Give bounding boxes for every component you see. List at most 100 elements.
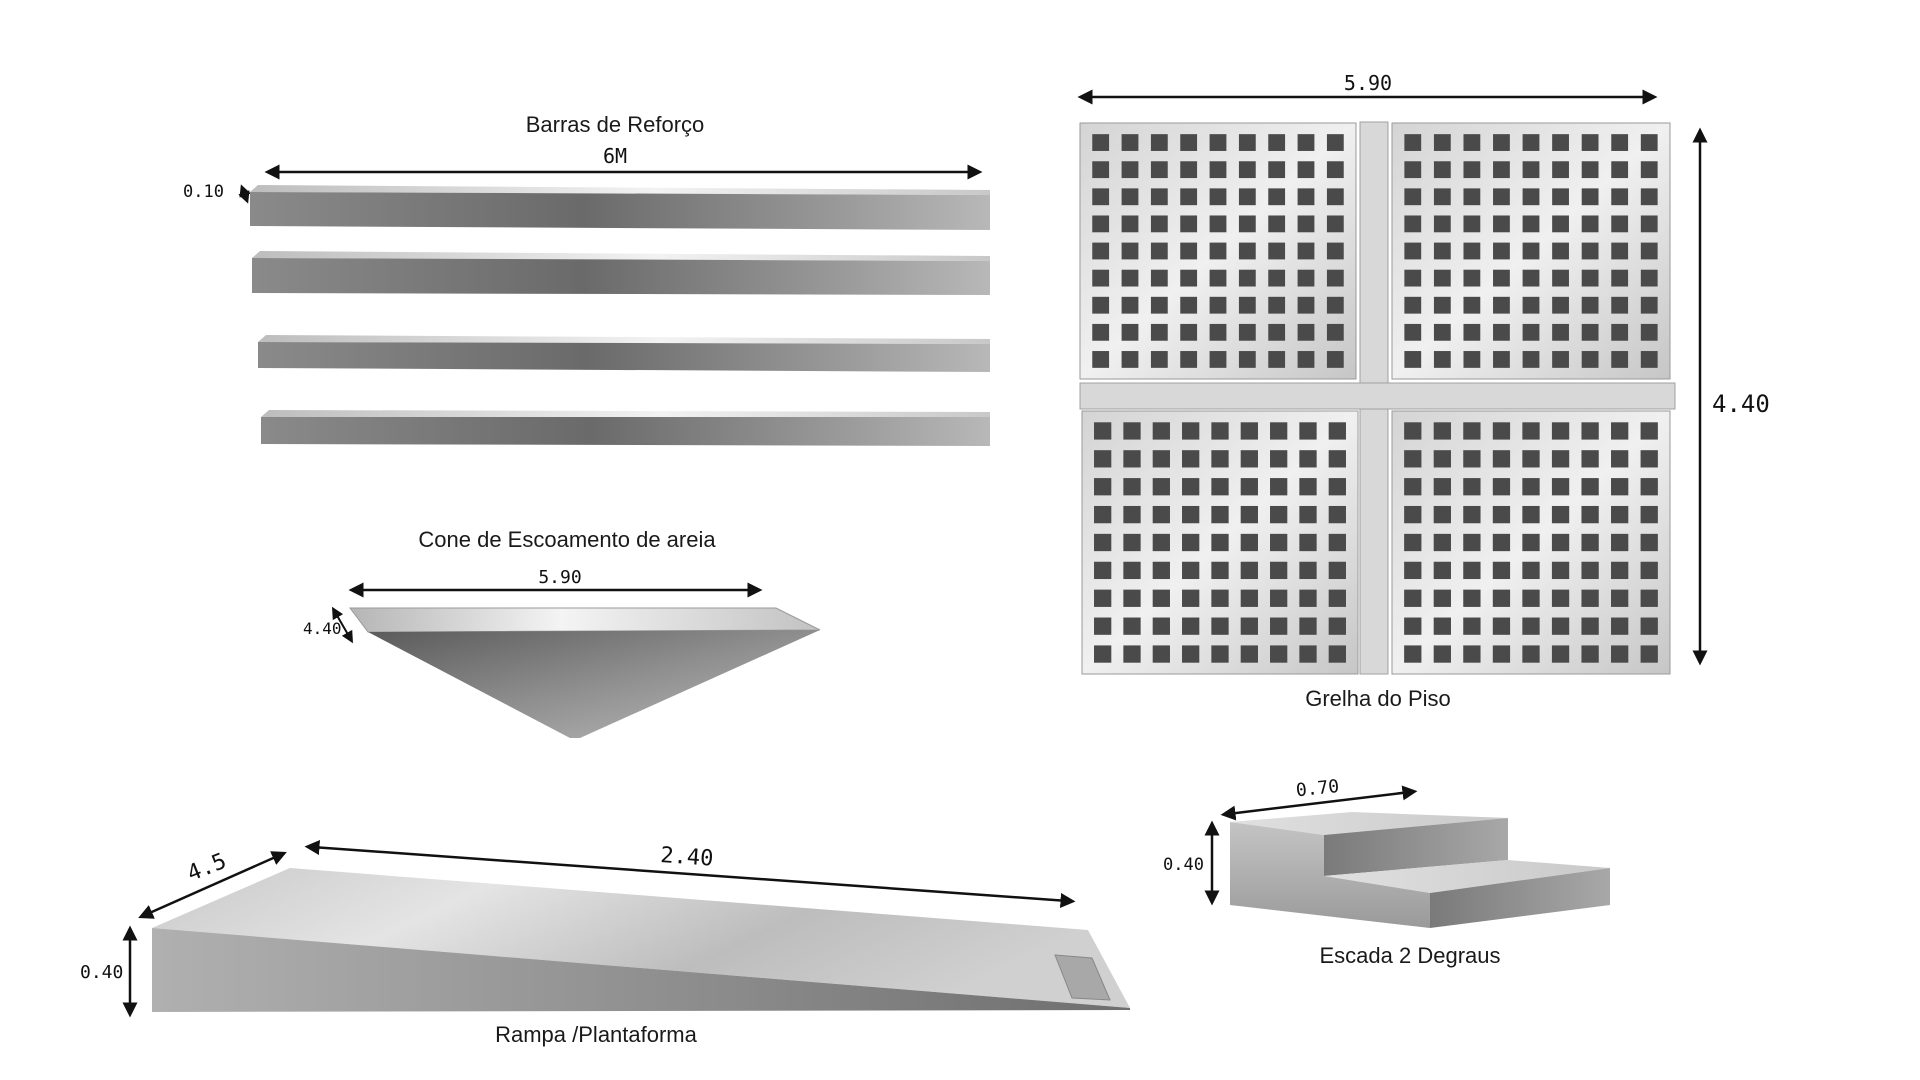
grid-hole [1552, 351, 1569, 368]
grid-hole [1433, 134, 1451, 151]
grid-hole [1240, 589, 1258, 607]
cone-depth-arrow [332, 606, 353, 644]
grid-hole [1581, 450, 1599, 468]
grid-hole [1121, 269, 1139, 287]
grid-hole [1150, 269, 1168, 287]
grid-hole [1270, 422, 1288, 440]
grid-hole [1123, 450, 1141, 468]
stairs-lower-step-riser [1430, 868, 1610, 928]
grid-hole [1240, 533, 1258, 552]
grid-hole [1551, 589, 1570, 607]
grid-hole [1238, 296, 1256, 314]
grid-hole [1492, 645, 1511, 663]
grid-hole [1581, 161, 1599, 179]
grid-hole [1326, 134, 1344, 151]
grid-hole [1581, 645, 1599, 663]
grid-hole [1581, 351, 1599, 368]
grid-hole [1180, 134, 1198, 151]
grid-hole [1238, 188, 1256, 206]
grid-hole [1522, 422, 1540, 440]
grid-hole [1092, 134, 1110, 151]
grid-hole [1297, 242, 1315, 260]
grid-hole [1581, 188, 1599, 206]
grid-hole [1463, 561, 1481, 580]
grid-hole [1611, 296, 1629, 314]
grid-hole [1611, 351, 1629, 368]
grid-hole [1297, 323, 1315, 341]
grid-hole [1180, 323, 1198, 341]
grid-hole [1297, 351, 1315, 368]
grid-hole [1492, 450, 1511, 468]
grid-hole [1152, 478, 1170, 496]
grid-hole [1404, 242, 1422, 260]
grid-hole [1209, 134, 1227, 151]
grid-hole [1211, 450, 1229, 468]
grid-hole [1268, 323, 1286, 341]
stairs-group: 0.70 0.40 Escada 2 Degraus [1163, 776, 1610, 968]
grid-hole [1123, 422, 1141, 440]
grid-hole [1522, 242, 1540, 260]
grid-hole [1581, 296, 1599, 314]
cone-body [368, 630, 820, 738]
grid-hole [1150, 161, 1168, 179]
grid-hole [1240, 505, 1258, 524]
grid-hole [1150, 134, 1168, 151]
grid-hole [1404, 215, 1422, 233]
grid-hole [1611, 450, 1629, 468]
grid-hole [1328, 645, 1346, 663]
grid-hole [1581, 617, 1599, 635]
grid-hole [1092, 351, 1110, 368]
grid-hole [1611, 269, 1629, 287]
grid-hole [1180, 161, 1198, 179]
grid-hole [1123, 645, 1141, 663]
grid-hole [1492, 617, 1511, 635]
grid-hole [1433, 351, 1451, 368]
grid-hole [1611, 645, 1629, 663]
grid-hole [1433, 589, 1451, 607]
grid-hole [1209, 188, 1227, 206]
grid-hole [1268, 215, 1286, 233]
grid-hole [1640, 188, 1658, 206]
grid-hole [1328, 617, 1346, 635]
grid-hole [1492, 561, 1511, 580]
grid-hole [1551, 561, 1570, 580]
grid-hole [1326, 296, 1344, 314]
ramp-width-arrow [138, 851, 287, 919]
grid-hole [1522, 505, 1540, 524]
grid-hole [1551, 617, 1570, 635]
grid-height-label: 4.40 [1712, 390, 1770, 418]
grid-hole [1299, 478, 1317, 496]
grid-hole [1581, 422, 1599, 440]
grid-hole [1492, 478, 1511, 496]
grid-hole [1640, 242, 1658, 260]
grid-hole [1404, 188, 1422, 206]
grid-hole [1297, 215, 1315, 233]
grid-hole [1640, 505, 1658, 524]
grid-hole [1270, 645, 1288, 663]
grid-hole [1152, 450, 1170, 468]
grid-hole [1581, 589, 1599, 607]
grid-hole [1180, 296, 1198, 314]
grid-hole [1522, 215, 1540, 233]
grid-hole [1404, 645, 1422, 663]
grid-hole [1552, 296, 1569, 314]
grid-hole [1522, 617, 1540, 635]
grid-hole [1326, 351, 1344, 368]
grid-hole [1581, 215, 1599, 233]
grid-hole [1493, 134, 1510, 151]
grid-hole [1150, 215, 1168, 233]
grid-hole [1094, 561, 1112, 580]
cone-rim [349, 607, 821, 633]
grid-hole [1121, 351, 1139, 368]
grid-hole [1611, 188, 1629, 206]
grid-hole [1211, 617, 1229, 635]
grid-hole [1551, 422, 1570, 440]
grid-hole [1094, 422, 1112, 440]
grid-hole [1493, 323, 1510, 341]
ramp-title: Rampa /Plantaforma [495, 1022, 698, 1047]
grid-hole [1433, 242, 1451, 260]
grid-hole [1268, 134, 1286, 151]
grid-hole [1404, 589, 1422, 607]
grid-hole [1180, 215, 1198, 233]
grid-hole [1094, 478, 1112, 496]
